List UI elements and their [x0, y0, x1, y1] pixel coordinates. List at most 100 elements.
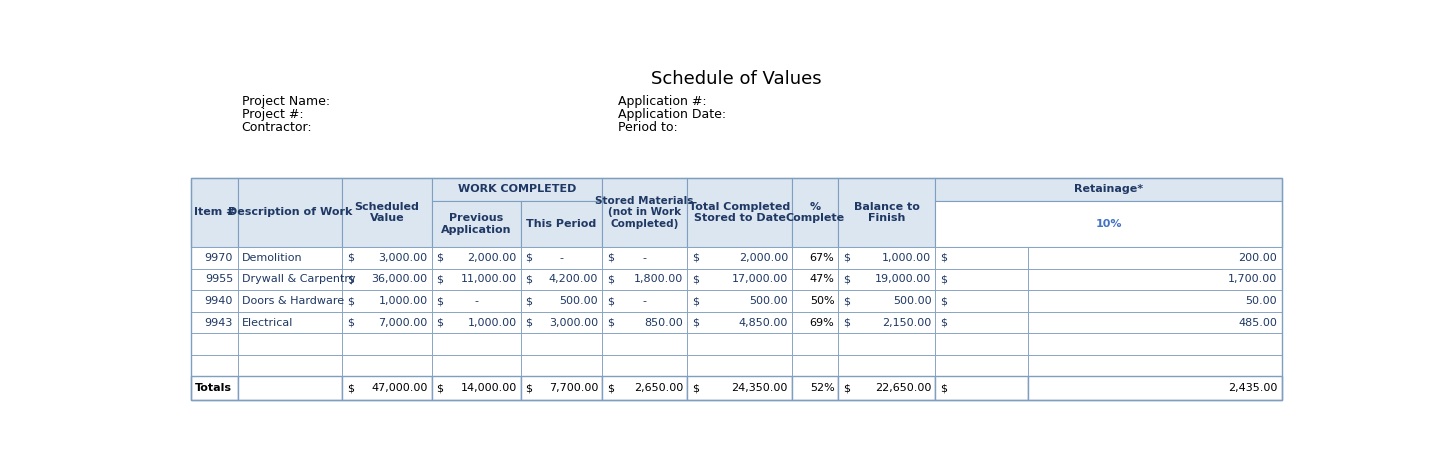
Bar — [520, 201, 602, 247]
Text: 69%: 69% — [810, 318, 835, 328]
Text: $: $ — [691, 383, 698, 393]
Bar — [520, 269, 602, 290]
Text: $: $ — [606, 383, 614, 393]
Bar — [342, 178, 431, 247]
Text: 14,000.00: 14,000.00 — [460, 383, 517, 393]
Text: 3,000.00: 3,000.00 — [378, 253, 428, 263]
Bar — [342, 376, 431, 400]
Text: 500.00: 500.00 — [559, 296, 598, 306]
Text: 50%: 50% — [810, 296, 835, 306]
Text: 67%: 67% — [810, 253, 835, 263]
Bar — [1029, 269, 1282, 290]
Text: $: $ — [437, 318, 443, 328]
Bar — [342, 312, 431, 333]
Bar — [1029, 247, 1282, 269]
Bar — [838, 178, 935, 247]
Bar — [191, 290, 237, 312]
Text: Electrical: Electrical — [241, 318, 293, 328]
Bar — [687, 269, 792, 290]
Text: Demolition: Demolition — [241, 253, 302, 263]
Bar — [237, 178, 342, 247]
Bar — [191, 333, 237, 355]
Text: 2,000.00: 2,000.00 — [467, 253, 517, 263]
Bar — [792, 290, 838, 312]
Text: $: $ — [606, 318, 614, 328]
Bar — [935, 290, 1029, 312]
Text: Totals: Totals — [195, 383, 233, 393]
Text: $: $ — [346, 318, 354, 328]
Text: 22,650.00: 22,650.00 — [875, 383, 931, 393]
Bar — [237, 376, 342, 400]
Text: $: $ — [437, 253, 443, 263]
Bar — [520, 247, 602, 269]
Bar — [838, 269, 935, 290]
Text: -: - — [642, 296, 647, 306]
Bar — [342, 247, 431, 269]
Text: $: $ — [526, 296, 532, 306]
Text: Previous
Application: Previous Application — [441, 213, 512, 235]
Bar — [191, 376, 237, 400]
Bar — [935, 376, 1029, 400]
Text: $: $ — [691, 253, 698, 263]
Bar — [687, 178, 792, 247]
Text: 1,000.00: 1,000.00 — [378, 296, 428, 306]
Text: $: $ — [346, 383, 354, 393]
Text: $: $ — [437, 383, 443, 393]
Text: $: $ — [691, 274, 698, 285]
Text: Item #: Item # — [194, 207, 236, 218]
Text: 2,435.00: 2,435.00 — [1227, 383, 1277, 393]
Text: -: - — [474, 296, 479, 306]
Text: $: $ — [844, 318, 851, 328]
Text: 11,000.00: 11,000.00 — [461, 274, 517, 285]
Bar — [237, 333, 342, 355]
Bar — [342, 333, 431, 355]
Bar — [520, 312, 602, 333]
Bar — [792, 269, 838, 290]
Bar — [687, 355, 792, 376]
Text: $: $ — [844, 274, 851, 285]
Bar — [602, 247, 687, 269]
Bar — [1029, 312, 1282, 333]
Text: 200.00: 200.00 — [1239, 253, 1277, 263]
Text: Application Date:: Application Date: — [618, 108, 726, 121]
Bar — [191, 178, 1282, 400]
Bar — [935, 178, 1282, 201]
Bar — [687, 333, 792, 355]
Text: 7,000.00: 7,000.00 — [378, 318, 428, 328]
Bar — [838, 312, 935, 333]
Text: 7,700.00: 7,700.00 — [549, 383, 598, 393]
Bar — [431, 376, 520, 400]
Bar — [191, 269, 237, 290]
Bar — [1029, 290, 1282, 312]
Text: Project #:: Project #: — [241, 108, 303, 121]
Bar — [602, 355, 687, 376]
Bar — [935, 247, 1029, 269]
Bar — [431, 247, 520, 269]
Bar — [342, 269, 431, 290]
Text: $: $ — [606, 253, 614, 263]
Text: $: $ — [940, 253, 947, 263]
Bar — [431, 201, 520, 247]
Text: 24,350.00: 24,350.00 — [731, 383, 787, 393]
Text: 47%: 47% — [809, 274, 835, 285]
Bar — [431, 333, 520, 355]
Text: This Period: This Period — [526, 219, 596, 229]
Bar — [602, 333, 687, 355]
Bar — [838, 333, 935, 355]
Bar — [792, 247, 838, 269]
Bar — [602, 312, 687, 333]
Bar — [935, 201, 1282, 247]
Text: 52%: 52% — [810, 383, 835, 393]
Text: Period to:: Period to: — [618, 121, 677, 134]
Bar — [935, 269, 1029, 290]
Bar — [431, 312, 520, 333]
Bar — [687, 312, 792, 333]
Bar — [602, 269, 687, 290]
Text: Balance to
Finish: Balance to Finish — [854, 202, 920, 223]
Bar — [935, 355, 1029, 376]
Text: 1,000.00: 1,000.00 — [882, 253, 931, 263]
Text: 47,000.00: 47,000.00 — [371, 383, 428, 393]
Bar — [1029, 333, 1282, 355]
Text: $: $ — [844, 383, 851, 393]
Bar — [792, 178, 838, 247]
